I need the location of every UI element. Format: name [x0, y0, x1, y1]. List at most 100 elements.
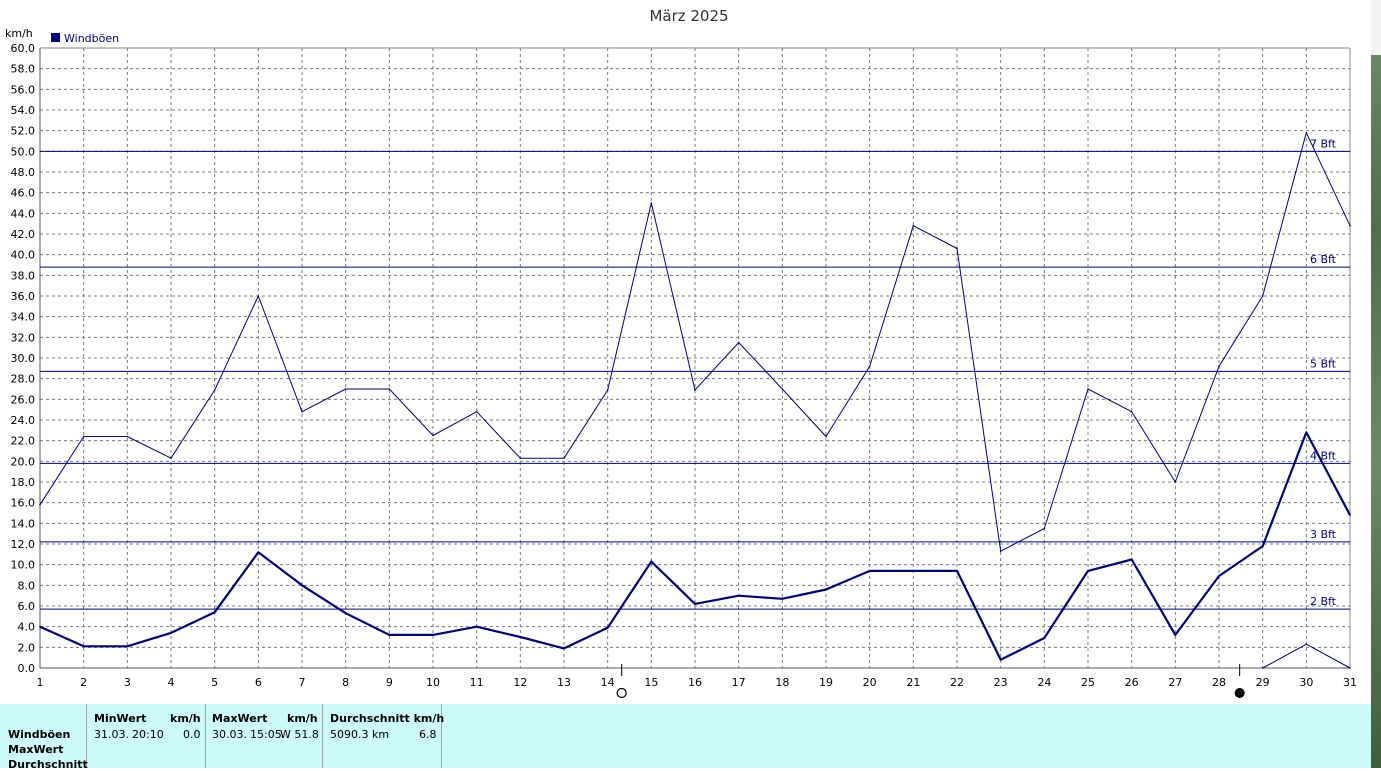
beaufort-label: 5 Bft [1310, 357, 1337, 370]
y-tick-label: 30.0 [11, 352, 36, 365]
x-tick-label: 22 [950, 676, 964, 689]
data-point-min [1305, 643, 1308, 646]
x-tick-label: 8 [342, 676, 349, 689]
new-moon-icon [1234, 688, 1245, 698]
beaufort-label: 2 Bft [1310, 595, 1337, 608]
data-point-max [737, 341, 740, 344]
data-point-max [475, 410, 478, 413]
legend-swatch-windboeen [51, 33, 60, 42]
x-tick-label: 24 [1037, 676, 1051, 689]
data-point-average [475, 625, 478, 628]
y-tick-label: 10.0 [11, 559, 36, 572]
y-tick-label: 38.0 [11, 269, 36, 282]
data-point-average [781, 597, 784, 600]
data-point-average [82, 645, 85, 648]
stats-avg-value: 6.8 [419, 728, 437, 741]
data-point-max [344, 388, 347, 390]
data-point-average [868, 570, 871, 572]
stats-max-header: MaxWert [212, 712, 268, 725]
data-point-max [1261, 295, 1264, 297]
data-point-max [257, 295, 260, 297]
x-tick-label: 1 [37, 676, 44, 689]
x-tick-label: 6 [255, 676, 262, 689]
data-point-max [1218, 365, 1220, 368]
y-tick-label: 20.0 [11, 455, 36, 468]
desktop-strip [1371, 0, 1381, 768]
x-tick-label: 2 [80, 676, 87, 689]
y-tick-label: 16.0 [11, 497, 36, 510]
data-point-average [999, 658, 1002, 661]
data-point-max [956, 247, 958, 250]
x-tick-label: 13 [557, 676, 571, 689]
x-tick-label: 19 [819, 676, 833, 689]
data-point-average [1087, 570, 1089, 572]
beaufort-label: 3 Bft [1310, 528, 1337, 541]
data-point-average [1305, 431, 1308, 434]
x-tick-label: 30 [1299, 676, 1313, 689]
legend-label-windboeen: Windböen [64, 32, 119, 45]
data-point-average [694, 603, 696, 605]
y-tick-label: 50.0 [11, 145, 36, 158]
stats-avg-column: Durchschnitt km/h 5090.3 km 6.8 [322, 704, 445, 768]
data-point-max [388, 388, 391, 390]
y-tick-label: 42.0 [11, 228, 36, 241]
data-point-average [519, 636, 522, 638]
data-point-max [82, 435, 85, 438]
data-point-average [39, 625, 41, 628]
y-tick-label: 0.0 [18, 662, 36, 675]
x-tick-label: 12 [513, 676, 527, 689]
x-tick-label: 31 [1343, 676, 1357, 689]
y-tick-label: 4.0 [18, 621, 36, 634]
y-tick-label: 60.0 [11, 42, 36, 55]
data-point-max [999, 550, 1002, 553]
y-tick-label: 34.0 [11, 311, 36, 324]
stats-min-column: MinWert km/h 31.03. 20:10 0.0 [86, 704, 206, 768]
data-point-average [650, 560, 653, 563]
data-point-max [868, 365, 871, 368]
stats-max-unit: km/h [287, 712, 318, 725]
data-point-min [1261, 667, 1264, 669]
y-tick-label: 52.0 [11, 125, 36, 138]
y-tick-label: 58.0 [11, 63, 36, 76]
y-tick-label: 2.0 [18, 641, 36, 654]
stats-row-labels: Windböen MaxWert Durchschnitt [0, 704, 88, 771]
y-tick-label: 46.0 [11, 187, 36, 200]
x-tick-label: 3 [124, 676, 131, 689]
y-tick-label: 48.0 [11, 166, 36, 179]
x-tick-label: 20 [863, 676, 877, 689]
y-tick-label: 32.0 [11, 331, 36, 344]
x-tick-label: 18 [775, 676, 789, 689]
full-moon-icon [616, 687, 627, 699]
x-tick-label: 5 [211, 676, 218, 689]
x-tick-label: 26 [1125, 676, 1139, 689]
data-point-max [1349, 224, 1351, 227]
data-point-average [170, 632, 172, 634]
x-tick-label: 9 [386, 676, 393, 689]
data-point-max [126, 435, 129, 438]
x-tick-label: 11 [470, 676, 484, 689]
y-tick-label: 44.0 [11, 207, 36, 220]
beaufort-label: 6 Bft [1310, 253, 1337, 266]
x-tick-label: 23 [994, 676, 1008, 689]
stats-min-value: 0.0 [183, 728, 201, 741]
y-tick-label: 54.0 [11, 104, 36, 117]
data-point-max [912, 224, 915, 227]
data-point-average [213, 611, 216, 613]
data-point-max [1130, 410, 1133, 413]
stats-row-label: Durchschnitt [8, 758, 88, 771]
x-tick-label: 29 [1256, 676, 1270, 689]
stats-min-unit: km/h [170, 712, 201, 725]
data-point-average [563, 647, 565, 650]
x-tick-label: 28 [1212, 676, 1226, 689]
x-tick-label: 25 [1081, 676, 1095, 689]
data-point-max [432, 434, 434, 437]
x-tick-label: 15 [644, 676, 658, 689]
stats-row-label: MaxWert [8, 743, 64, 756]
data-point-max [781, 388, 784, 390]
data-point-average [1218, 575, 1220, 577]
data-point-average [301, 584, 303, 587]
data-point-max [39, 503, 41, 506]
beaufort-label: 7 Bft [1310, 137, 1337, 150]
stats-panel: Windböen MaxWert Durchschnitt MinWert km… [0, 704, 1371, 771]
stats-avg-header: Durchschnitt km/h [330, 712, 445, 725]
